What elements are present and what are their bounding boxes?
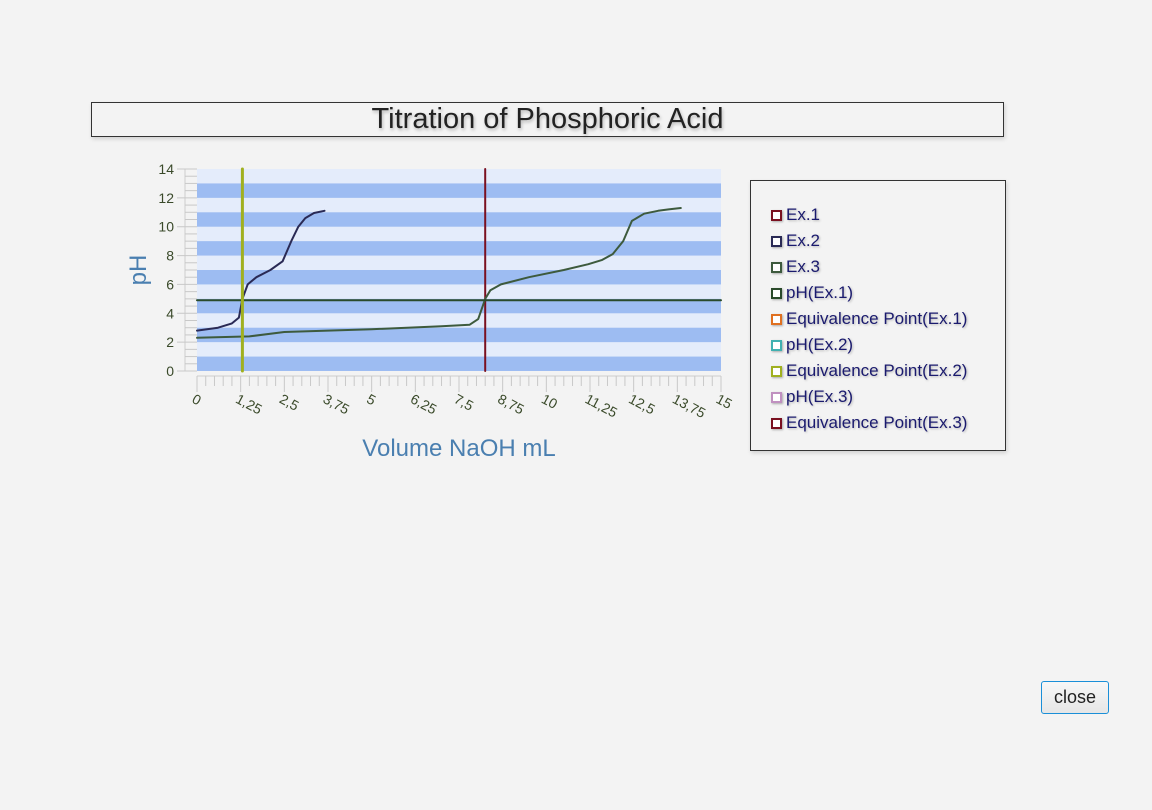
legend-label: Ex.3 — [786, 257, 821, 276]
plot-band — [197, 183, 721, 198]
plot-band — [197, 270, 721, 285]
legend-label: Equivalence Point(Ex.1) — [786, 309, 968, 328]
legend-label: pH(Ex.2) — [786, 335, 854, 354]
legend: Ex.1 Ex.2 Ex.3 pH(Ex.1) Equivalence Point(Ex… — [750, 180, 1006, 451]
legend-item: Equivalence Point(Ex.1) — [771, 306, 967, 332]
y-tick-label: 2 — [166, 334, 174, 350]
y-tick-label: 12 — [158, 190, 174, 206]
y-tick-label: 10 — [158, 219, 174, 235]
series-ex-2 — [196, 209, 326, 332]
x-tick-label: 2,5 — [277, 391, 302, 414]
plot-band — [197, 356, 721, 371]
legend-item: Equivalence Point(Ex.2) — [771, 358, 967, 384]
x-axis-label: Volume NaOH mL — [362, 435, 555, 462]
legend-swatch — [771, 417, 782, 429]
legend-label: Equivalence Point(Ex.3) — [786, 413, 968, 432]
legend-item: pH(Ex.1) — [771, 280, 967, 306]
y-tick-label: 4 — [166, 305, 174, 321]
plot-band — [197, 298, 721, 314]
legend-swatch — [771, 313, 782, 325]
legend-item: Ex.3 — [771, 254, 967, 280]
x-tick-label: 12,5 — [626, 391, 658, 418]
legend-swatch — [771, 235, 782, 247]
chart-title: Titration of Phosphoric Acid — [371, 103, 724, 135]
x-axis-ticks: 0 1,25 2,5 3,75 5 6,25 7,5 8,75 10 11,25 12,5 13,75… — [190, 391, 735, 422]
x-tick-label: 1,25 — [233, 391, 265, 418]
plot-background-bands — [197, 169, 721, 371]
legend-label: Ex.1 — [786, 205, 821, 224]
x-tick-label: 5 — [364, 391, 379, 409]
legend-item: pH(Ex.3) — [771, 384, 967, 410]
y-axis-ticks: 0 2 4 6 8 10 12 14 — [158, 161, 197, 379]
y-tick-label: 6 — [166, 276, 174, 292]
y-tick-label: 14 — [158, 161, 174, 177]
legend-swatch — [771, 339, 782, 351]
legend-item: Ex.2 — [771, 228, 967, 254]
series-lines — [196, 167, 722, 373]
x-tick-label: 7,5 — [452, 391, 477, 414]
plot-band — [197, 212, 721, 227]
legend-swatch — [771, 287, 782, 299]
legend-label: Ex.2 — [786, 231, 821, 250]
y-tick-label: 0 — [166, 363, 174, 379]
legend-item: Ex.1 — [771, 202, 967, 228]
legend-label: pH(Ex.1) — [786, 283, 854, 302]
close-button[interactable]: close — [1041, 681, 1109, 714]
legend-label: pH(Ex.3) — [786, 387, 854, 406]
chart-title-box: Titration of Phosphoric Acid — [91, 102, 1004, 137]
series-ex-3 — [196, 207, 682, 339]
legend-swatch — [771, 365, 782, 377]
x-tick-label: 11,25 — [583, 391, 621, 421]
x-minor-ticks — [196, 375, 722, 392]
x-tick-label: 15 — [714, 391, 735, 413]
legend-swatch — [771, 261, 782, 273]
x-tick-label: 6,25 — [408, 391, 440, 418]
x-tick-label: 3,75 — [321, 391, 353, 418]
x-tick-label: 13,75 — [670, 391, 709, 422]
plot-band — [197, 241, 721, 256]
plot-band — [197, 327, 721, 343]
legend-item: Equivalence Point(Ex.3) — [771, 410, 967, 436]
legend-list: Ex.1 Ex.2 Ex.3 pH(Ex.1) Equivalence Point(Ex… — [771, 202, 967, 436]
legend-swatch — [771, 209, 782, 221]
y-tick-label: 8 — [166, 248, 174, 264]
x-tick-label: 0 — [190, 391, 205, 409]
y-axis-label: pH — [125, 255, 152, 286]
legend-item: pH(Ex.2) — [771, 332, 967, 358]
legend-label: Equivalence Point(Ex.2) — [786, 361, 968, 380]
legend-swatch — [771, 391, 782, 403]
x-tick-label: 8,75 — [495, 391, 527, 418]
x-tick-label: 10 — [539, 391, 560, 413]
